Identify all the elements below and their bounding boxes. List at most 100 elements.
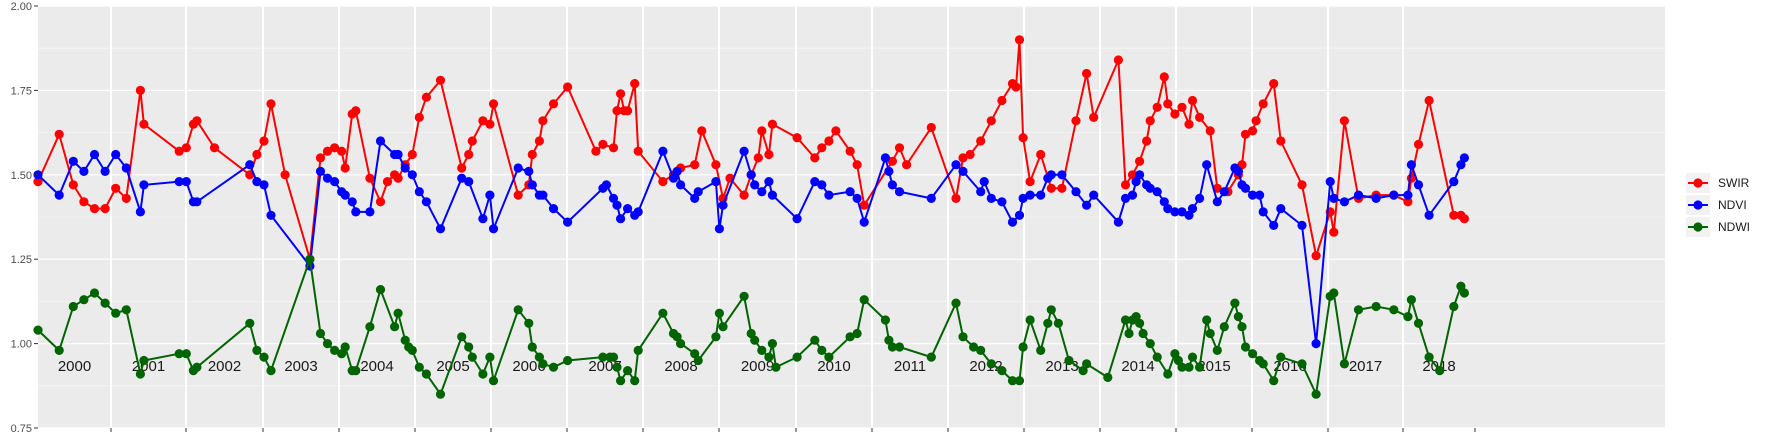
data-point-swir — [1018, 133, 1028, 143]
data-point-ndvi — [563, 217, 573, 227]
data-point-ndvi — [1353, 190, 1364, 200]
data-point-ndwi — [1413, 318, 1424, 328]
data-point-ndvi — [1046, 170, 1056, 180]
data-point-ndvi — [958, 166, 968, 176]
data-point-ndwi — [89, 288, 100, 298]
data-point-ndwi — [926, 352, 936, 362]
data-point-swir — [616, 89, 626, 99]
data-point-ndwi — [1212, 345, 1222, 355]
data-point-ndwi — [690, 349, 700, 359]
data-point-ndvi — [1127, 190, 1138, 200]
year-label: 2017 — [1349, 358, 1382, 375]
data-point-ndvi — [89, 149, 100, 160]
data-point-ndwi — [757, 345, 767, 355]
data-point-ndvi — [859, 217, 869, 227]
data-point-ndvi — [997, 197, 1007, 207]
data-point-ndwi — [266, 366, 276, 376]
data-point-ndvi — [1159, 197, 1169, 207]
data-point-ndwi — [623, 366, 633, 376]
y-tick-label: 1.00 — [11, 339, 32, 351]
data-point-ndvi — [1082, 200, 1092, 210]
data-point-swir — [534, 136, 545, 146]
data-point-ndvi — [633, 207, 643, 217]
data-point-swir — [1329, 227, 1339, 237]
data-point-ndvi — [845, 187, 855, 197]
data-point-ndvi — [538, 190, 548, 200]
data-point-ndwi — [464, 342, 474, 352]
data-point-ndwi — [68, 301, 78, 312]
data-point-ndvi — [135, 207, 145, 217]
data-point-swir — [845, 146, 855, 156]
data-point-ndvi — [1371, 193, 1381, 203]
data-point-ndvi — [464, 177, 474, 187]
data-point-ndwi — [1240, 342, 1251, 352]
data-point-ndwi — [1043, 318, 1053, 328]
data-point-ndvi — [100, 166, 110, 176]
data-point-ndvi — [1449, 177, 1459, 187]
data-point-ndvi — [330, 177, 340, 187]
data-point-swir — [252, 149, 262, 160]
data-point-ndwi — [792, 352, 802, 362]
data-point-ndwi — [711, 332, 721, 342]
data-point-ndwi — [192, 362, 202, 372]
data-point-swir — [824, 136, 834, 146]
data-point-swir — [764, 149, 774, 160]
data-point-ndwi — [121, 305, 131, 315]
data-point-swir — [1011, 82, 1021, 92]
data-point-swir — [612, 106, 622, 116]
data-point-ndwi — [1269, 376, 1279, 386]
data-point-ndwi — [767, 339, 778, 349]
series-ndwi — [33, 254, 1469, 399]
data-point-ndvi — [192, 197, 202, 207]
data-point-ndwi — [958, 332, 968, 342]
data-point-ndwi — [1449, 301, 1459, 312]
data-point-ndvi — [393, 149, 403, 160]
data-point-ndwi — [1046, 305, 1056, 315]
data-point-swir — [739, 190, 749, 200]
data-point-ndwi — [764, 352, 774, 362]
data-point-ndvi — [1145, 183, 1155, 193]
data-point-ndwi — [1233, 312, 1243, 322]
data-point-swir — [1082, 68, 1092, 79]
data-point-ndvi — [1163, 204, 1173, 214]
data-point-ndwi — [1007, 376, 1018, 386]
data-point-ndvi — [810, 177, 820, 187]
data-point-ndwi — [1202, 315, 1212, 325]
data-point-swir — [1036, 149, 1046, 160]
data-point-swir — [1135, 156, 1145, 166]
data-point-ndwi — [527, 342, 537, 352]
data-point-ndvi — [421, 197, 431, 207]
data-point-ndvi — [1269, 220, 1279, 230]
data-point-swir — [951, 193, 961, 203]
data-point-ndwi — [400, 335, 410, 345]
data-point-ndwi — [1053, 318, 1063, 328]
data-point-ndvi — [1135, 170, 1145, 180]
data-point-ndwi — [1036, 345, 1046, 355]
data-point-ndvi — [513, 163, 523, 173]
data-point-swir — [337, 146, 347, 156]
data-point-swir — [1276, 136, 1286, 146]
data-point-ndwi — [1082, 359, 1092, 369]
data-point-ndvi — [111, 149, 121, 160]
data-point-ndwi — [1135, 318, 1145, 328]
data-point-ndvi — [1071, 187, 1081, 197]
legend-key-point — [1693, 222, 1703, 232]
data-point-ndvi — [718, 200, 728, 210]
data-point-ndvi — [767, 190, 778, 200]
data-point-swir — [958, 153, 968, 163]
data-point-ndvi — [601, 180, 612, 190]
data-point-ndvi — [1311, 339, 1321, 349]
year-label: 2014 — [1121, 358, 1154, 375]
data-point-swir — [382, 177, 393, 187]
year-label: 2009 — [741, 358, 774, 375]
year-label: 2000 — [58, 358, 91, 375]
data-point-ndwi — [951, 298, 961, 308]
data-point-ndvi — [884, 166, 894, 176]
data-point-swir — [375, 197, 386, 207]
data-point-ndvi — [1120, 193, 1131, 203]
data-point-ndvi — [739, 146, 749, 156]
data-point-swir — [608, 143, 619, 153]
data-point-swir — [139, 119, 149, 129]
data-point-swir — [753, 153, 763, 163]
legend-item-ndvi: NDVI — [1686, 195, 1747, 215]
